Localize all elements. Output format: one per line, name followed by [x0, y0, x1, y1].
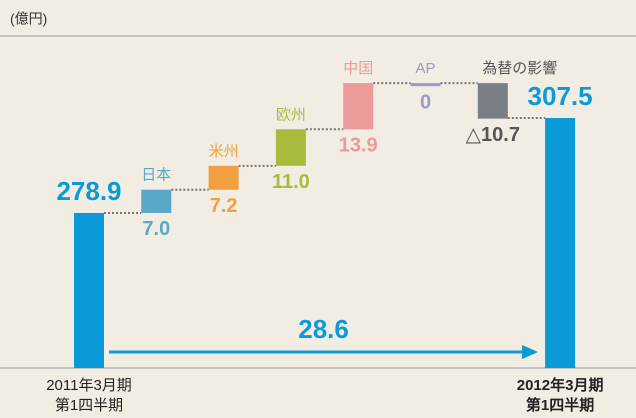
value-label: 278.9 [56, 176, 121, 206]
delta-label: 28.6 [298, 314, 349, 344]
bar [477, 83, 508, 119]
category-label: 日本 [141, 167, 171, 184]
value-label: 13.9 [339, 135, 378, 157]
category-label: 欧州 [276, 106, 306, 123]
delta-arrowhead [522, 345, 539, 359]
category-label: 米州 [209, 143, 239, 160]
bar [545, 118, 576, 368]
category-label: AP [415, 60, 435, 77]
value-label: 11.0 [272, 171, 310, 193]
bar [74, 212, 104, 368]
x-category-label: 2011年3月期 [46, 377, 132, 394]
value-label: 307.5 [528, 81, 593, 111]
bar [410, 83, 441, 87]
bar [343, 83, 374, 130]
bar [141, 189, 172, 213]
value-label: △10.7 [466, 124, 520, 146]
value-label: 7.2 [210, 195, 238, 217]
x-category-label: 第1四半期 [526, 396, 594, 414]
x-category-label: 第1四半期 [55, 396, 123, 414]
x-category-label: 2012年3月期 [517, 376, 604, 394]
bar [208, 165, 239, 190]
value-label: 7.0 [142, 218, 170, 240]
unit-label: (億円) [10, 11, 47, 27]
value-label: 0 [420, 91, 431, 113]
category-label: 中国 [343, 60, 373, 77]
bar [275, 129, 306, 166]
category-label: 為替の影響 [482, 59, 557, 77]
